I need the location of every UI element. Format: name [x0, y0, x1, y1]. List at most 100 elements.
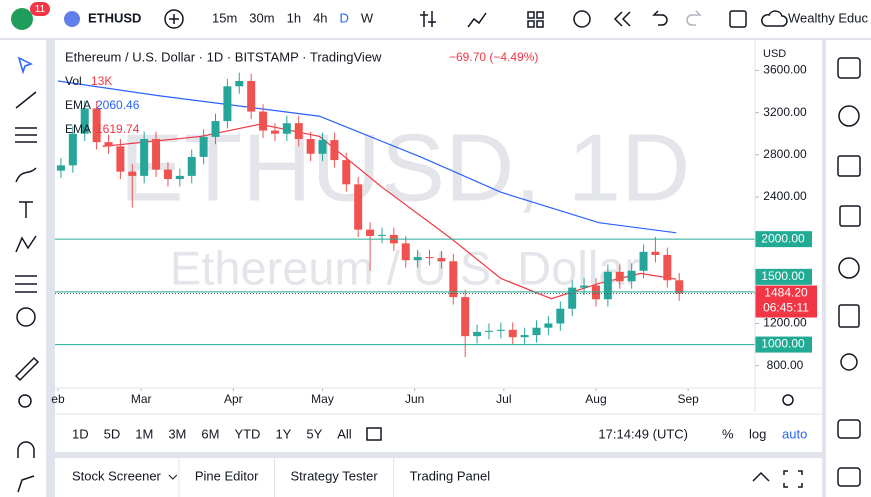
symbol[interactable]: ETHUSD: [88, 10, 141, 25]
candle-body: [544, 323, 553, 328]
range-button[interactable]: 3M: [168, 426, 186, 441]
hotlists[interactable]: [838, 257, 860, 279]
y-tick-label: 2800.00: [763, 147, 807, 161]
candle-body: [603, 271, 612, 300]
tab[interactable]: Trading Panel: [410, 468, 491, 483]
candle-body: [259, 111, 268, 131]
redo[interactable]: [686, 10, 702, 26]
candle-body: [627, 270, 636, 282]
candle-body: [211, 121, 220, 137]
candle-body: [473, 331, 482, 337]
cursor-tool[interactable]: [17, 56, 33, 75]
date-range[interactable]: [366, 427, 382, 441]
streams[interactable]: [837, 467, 861, 487]
candle-body: [520, 335, 529, 338]
account[interactable]: Wealthy Educ: [788, 10, 868, 25]
interval[interactable]: 1h: [287, 10, 301, 25]
interval[interactable]: 4h: [313, 10, 327, 25]
candle-body: [128, 171, 137, 176]
x-tick-label: Aug: [585, 392, 606, 406]
brush-tool[interactable]: [15, 167, 37, 183]
x-tick-label: Sep: [677, 392, 699, 406]
range-button[interactable]: 1M: [135, 426, 153, 441]
y-tick-label: 1200.00: [763, 316, 807, 330]
tab[interactable]: Strategy Tester: [290, 468, 378, 483]
add-symbol[interactable]: [164, 9, 184, 29]
tab[interactable]: Stock Screener: [72, 468, 162, 483]
level-label-bg: [755, 268, 812, 285]
ema-value: 1619.74: [96, 122, 140, 136]
range-button[interactable]: 1Y: [275, 426, 291, 441]
candle-body: [615, 271, 624, 282]
badge-bg: [30, 2, 50, 16]
text-tool[interactable]: [19, 201, 33, 218]
interval[interactable]: 30m: [249, 10, 274, 25]
candle-body: [556, 308, 565, 324]
currency[interactable]: USD: [763, 48, 786, 60]
candle-body: [675, 280, 684, 294]
scale-option[interactable]: auto: [782, 426, 807, 441]
replay[interactable]: [613, 11, 631, 27]
interval[interactable]: W: [361, 10, 374, 25]
prediction-tool[interactable]: [15, 275, 37, 293]
candle-body: [354, 184, 363, 230]
candle-body: [80, 108, 89, 134]
interval[interactable]: D: [340, 10, 349, 25]
range-button[interactable]: 6M: [201, 426, 219, 441]
pencil-tool[interactable]: [17, 475, 35, 493]
candle-body: [461, 297, 470, 337]
ema-line: [102, 123, 677, 300]
scale-option[interactable]: %: [722, 426, 734, 441]
candle-body: [437, 258, 446, 262]
measure-tool[interactable]: [14, 356, 40, 382]
candle-body: [663, 254, 672, 281]
range-button[interactable]: YTD: [234, 426, 260, 441]
zoom-tool[interactable]: [18, 394, 32, 408]
x-tick-label: May: [311, 392, 334, 406]
candle-body: [306, 138, 315, 154]
tab[interactable]: Pine Editor: [195, 468, 259, 483]
chart-type[interactable]: [420, 11, 436, 27]
x-tick-label: Jun: [405, 392, 424, 406]
scale-option[interactable]: log: [749, 426, 766, 441]
fullscreen[interactable]: [729, 10, 747, 28]
candle-body: [116, 146, 125, 172]
settings[interactable]: [782, 394, 794, 406]
maximize[interactable]: [783, 470, 803, 488]
range-button[interactable]: 5Y: [306, 426, 322, 441]
alerts-panel[interactable]: [838, 105, 860, 127]
ema-label: EMA: [65, 122, 91, 136]
calendar[interactable]: [838, 304, 860, 328]
watchlist[interactable]: [837, 57, 861, 79]
collapse[interactable]: [752, 471, 770, 482]
chart-title: Ethereum / U.S. Dollar · 1D · BITSTAMP ·…: [65, 49, 382, 64]
range-button[interactable]: 1D: [72, 426, 89, 441]
candle-body: [247, 81, 256, 112]
ideas[interactable]: [840, 353, 858, 371]
data-window[interactable]: [839, 205, 861, 227]
interval[interactable]: 15m: [212, 10, 237, 25]
level-label: 2000.00: [761, 231, 805, 245]
candle-body: [366, 229, 375, 236]
alert[interactable]: [573, 10, 591, 28]
candle-body: [235, 81, 244, 87]
news[interactable]: [837, 155, 861, 177]
chats[interactable]: [837, 419, 861, 439]
icon-tool[interactable]: [16, 307, 36, 327]
pattern-tool[interactable]: [15, 235, 37, 253]
trend-line-tool[interactable]: [15, 91, 37, 109]
fib-tool[interactable]: [15, 127, 37, 143]
range-button[interactable]: All: [337, 426, 352, 441]
last-price: 1484.20: [764, 286, 808, 300]
candle-body: [270, 130, 279, 134]
avatar[interactable]: [11, 8, 33, 30]
x-tick-label: Apr: [224, 392, 243, 406]
magnet-tool[interactable]: [17, 441, 35, 458]
range-button[interactable]: 5D: [104, 426, 121, 441]
y-tick-label: 2400.00: [763, 189, 807, 203]
layout[interactable]: [527, 11, 535, 19]
price-change: −69.70 (−4.49%): [449, 50, 538, 64]
undo[interactable]: [652, 10, 668, 26]
candle-body: [68, 133, 77, 166]
indicators[interactable]: [467, 12, 487, 28]
